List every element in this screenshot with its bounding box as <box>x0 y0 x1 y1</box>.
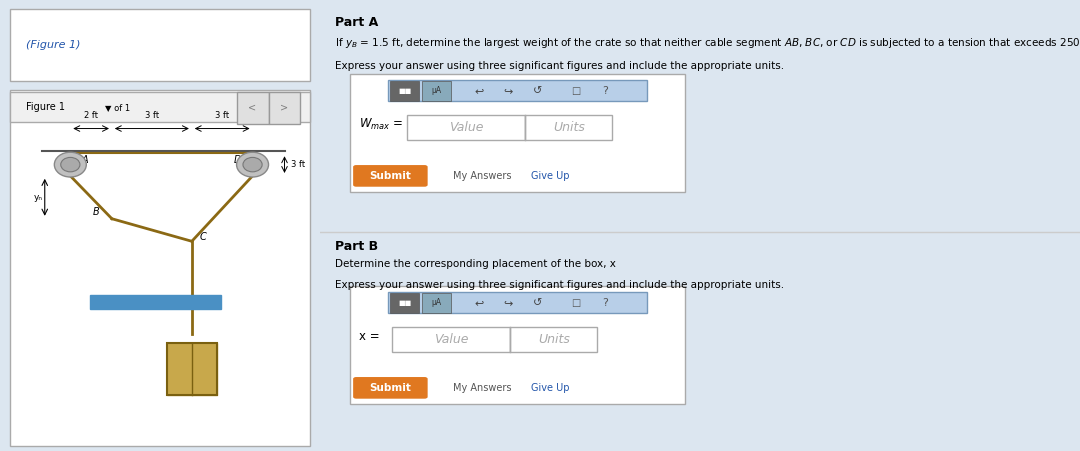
Text: □: □ <box>571 86 581 96</box>
FancyBboxPatch shape <box>10 92 310 122</box>
Text: C: C <box>200 232 206 242</box>
FancyBboxPatch shape <box>525 115 612 140</box>
Text: 3 ft: 3 ft <box>215 111 229 120</box>
FancyBboxPatch shape <box>407 115 525 140</box>
Text: ▼ of 1: ▼ of 1 <box>106 103 131 112</box>
Ellipse shape <box>243 157 262 172</box>
Bar <box>90 295 220 309</box>
Text: ■■: ■■ <box>399 299 411 306</box>
Text: Units: Units <box>538 333 570 346</box>
Text: ↪: ↪ <box>503 86 513 96</box>
Text: Units: Units <box>553 121 585 134</box>
Text: ?: ? <box>602 298 608 308</box>
FancyBboxPatch shape <box>353 377 428 399</box>
Ellipse shape <box>60 157 80 172</box>
Text: 3 ft: 3 ft <box>145 111 159 120</box>
Text: ↩: ↩ <box>474 86 484 96</box>
FancyBboxPatch shape <box>237 92 269 124</box>
Text: Give Up: Give Up <box>531 171 569 181</box>
Text: μA: μA <box>432 86 442 95</box>
Text: <: < <box>248 103 257 113</box>
Text: My Answers: My Answers <box>453 383 511 393</box>
Text: >: > <box>281 103 288 113</box>
Ellipse shape <box>54 152 86 177</box>
Text: Submit: Submit <box>369 171 411 181</box>
FancyBboxPatch shape <box>353 165 428 187</box>
Text: Figure 1: Figure 1 <box>26 102 65 112</box>
FancyBboxPatch shape <box>422 81 451 101</box>
Text: $W_{max}$ =: $W_{max}$ = <box>360 117 404 133</box>
Text: Value: Value <box>434 333 469 346</box>
FancyBboxPatch shape <box>392 327 510 352</box>
FancyBboxPatch shape <box>422 293 451 313</box>
Text: A: A <box>81 155 89 165</box>
Bar <box>167 343 217 395</box>
Text: B: B <box>93 207 99 217</box>
FancyBboxPatch shape <box>388 80 647 101</box>
FancyBboxPatch shape <box>10 9 310 81</box>
Text: ■■: ■■ <box>399 87 411 94</box>
Bar <box>167 343 217 395</box>
FancyBboxPatch shape <box>388 292 647 313</box>
FancyBboxPatch shape <box>390 293 419 313</box>
Text: yₙ: yₙ <box>35 193 43 202</box>
Text: If $y_B$ = 1.5 ft, determine the largest weight of the crate so that neither cab: If $y_B$ = 1.5 ft, determine the largest… <box>335 36 1080 50</box>
Ellipse shape <box>237 152 269 177</box>
FancyBboxPatch shape <box>350 74 685 192</box>
Text: ?: ? <box>602 86 608 96</box>
Text: ↩: ↩ <box>474 298 484 308</box>
Text: Determine the corresponding placement of the box, x: Determine the corresponding placement of… <box>335 259 616 269</box>
Text: ↺: ↺ <box>532 298 542 308</box>
Text: 2 ft: 2 ft <box>84 111 98 120</box>
FancyBboxPatch shape <box>269 92 300 124</box>
Text: Express your answer using three significant figures and include the appropriate : Express your answer using three signific… <box>335 61 784 71</box>
Text: Give Up: Give Up <box>531 383 569 393</box>
Text: μA: μA <box>432 298 442 307</box>
FancyBboxPatch shape <box>390 81 419 101</box>
Text: Part B: Part B <box>335 240 378 253</box>
Text: ↪: ↪ <box>503 298 513 308</box>
Text: D: D <box>234 155 241 165</box>
FancyBboxPatch shape <box>10 90 310 446</box>
FancyBboxPatch shape <box>350 286 685 404</box>
Text: x =: x = <box>360 331 380 343</box>
Text: Express your answer using three significant figures and include the appropriate : Express your answer using three signific… <box>335 280 784 290</box>
Text: (Figure 1): (Figure 1) <box>26 40 80 50</box>
Text: Submit: Submit <box>369 383 411 393</box>
Text: Value: Value <box>449 121 484 134</box>
Text: x: x <box>186 340 191 349</box>
FancyBboxPatch shape <box>510 327 597 352</box>
Text: ↺: ↺ <box>532 86 542 96</box>
Text: 3 ft: 3 ft <box>291 160 305 169</box>
Text: My Answers: My Answers <box>453 171 511 181</box>
Text: □: □ <box>571 298 581 308</box>
Text: Part A: Part A <box>335 16 378 29</box>
